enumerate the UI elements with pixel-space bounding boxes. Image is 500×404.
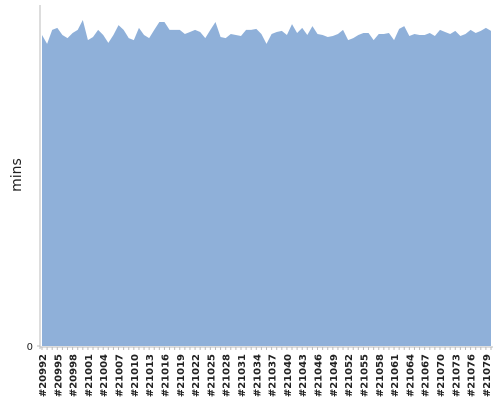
x-tick-label: #21058 — [375, 354, 386, 397]
x-tick-label: #21061 — [390, 354, 401, 397]
x-tick-label: #21076 — [467, 354, 478, 397]
x-tick-label: #21049 — [329, 354, 340, 397]
x-tick-label: #21022 — [191, 354, 202, 397]
x-tick-label: #21016 — [160, 354, 171, 397]
x-tick-label: #21067 — [421, 354, 432, 397]
x-tick-label: #21073 — [451, 354, 462, 397]
x-tick-label: #21013 — [145, 354, 156, 397]
x-tick-label: #20992 — [38, 354, 49, 397]
x-tick-label: #21007 — [115, 354, 126, 397]
y-axis-label: mins — [9, 158, 25, 192]
x-tick-label: #21034 — [252, 354, 263, 397]
x-tick-label: #21079 — [482, 354, 493, 397]
x-tick-label: #21001 — [84, 354, 95, 397]
y-tick-label: 0 — [27, 342, 33, 353]
x-tick-label: #21043 — [298, 354, 309, 397]
x-tick-label: #21019 — [176, 354, 187, 397]
x-tick-label: #21052 — [344, 354, 355, 397]
x-tick-label: #21046 — [314, 354, 325, 397]
x-tick-label: #21010 — [130, 354, 141, 397]
x-tick-label: #21028 — [222, 354, 233, 397]
x-tick-label: #21070 — [436, 354, 447, 397]
x-tick-label: #21040 — [283, 354, 294, 397]
x-tick-label: #21055 — [359, 354, 370, 397]
area — [42, 20, 491, 347]
x-tick-label: #21064 — [405, 354, 416, 397]
x-tick-label: #21037 — [268, 354, 279, 397]
x-tick-label: #21025 — [206, 354, 217, 397]
x-tick-label: #21004 — [99, 354, 110, 397]
x-tick-label: #21031 — [237, 354, 248, 397]
x-tick-label: #20998 — [69, 354, 80, 397]
x-tick-label: #20995 — [53, 354, 64, 397]
